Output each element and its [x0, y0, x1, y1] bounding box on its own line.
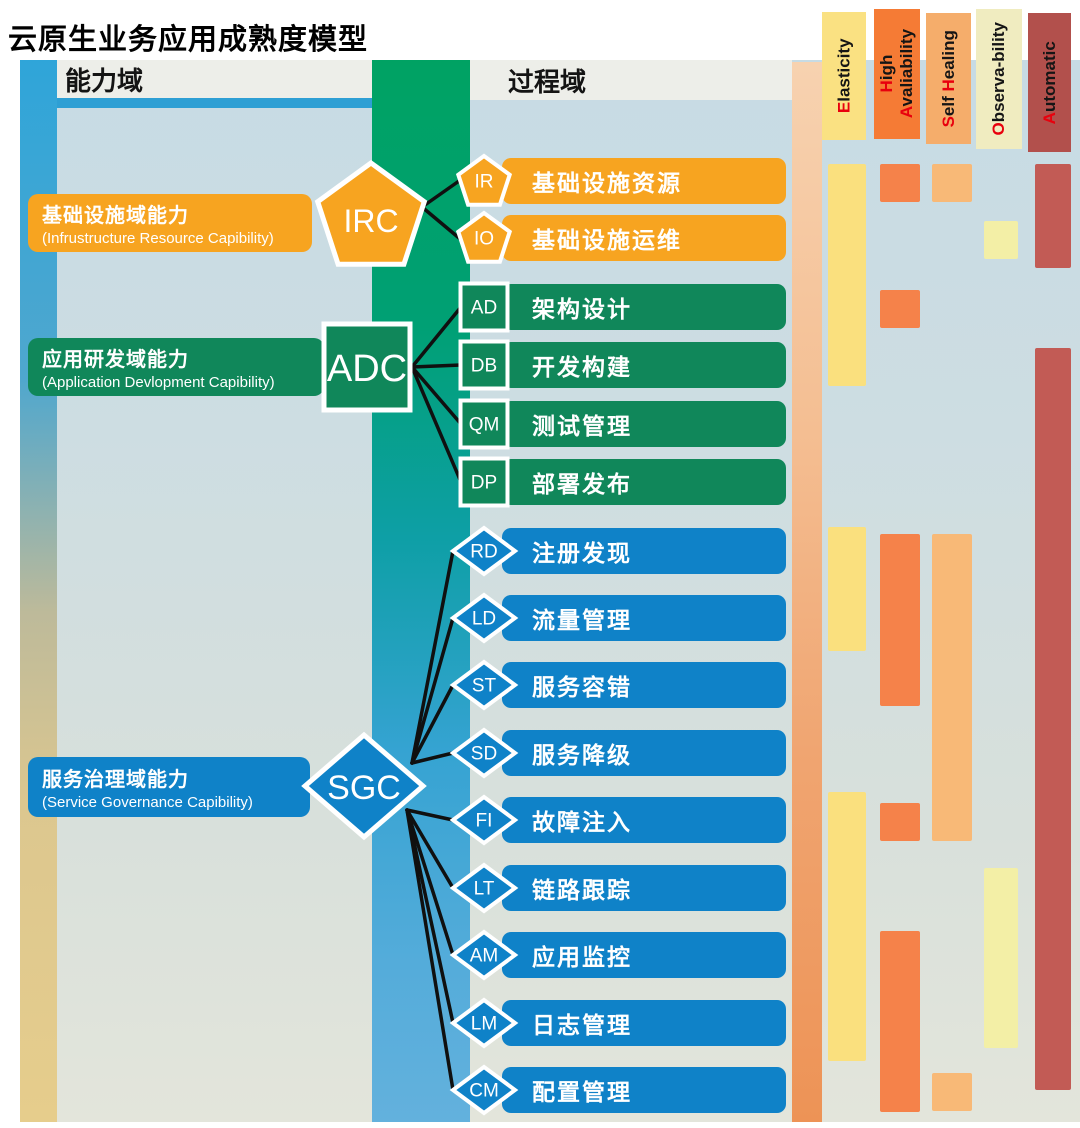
process-domain-header: 过程域 [470, 60, 792, 100]
process-bar-SD: 服务降级 [502, 730, 786, 776]
process-bar-LD: 流量管理 [502, 595, 786, 641]
process-bar-CM: 配置管理 [502, 1067, 786, 1113]
process-bar-DP: 部署发布 [502, 459, 786, 505]
process-label-AD: 架构设计 [532, 296, 632, 322]
process-label-LT: 链路跟踪 [532, 877, 632, 903]
matrix-column-header-observability: Observa-bility [976, 9, 1022, 149]
matrix-cell-high_availability-FI-FI [880, 803, 920, 841]
matrix-column-label-self_healing: Self Healing [938, 29, 958, 128]
process-bar-RD: 注册发现 [502, 528, 786, 574]
matrix-cell-high_availability-AM-CM [880, 931, 920, 1112]
process-bar-IR: 基础设施资源 [502, 158, 786, 204]
process-label-QM: 测试管理 [532, 413, 632, 439]
process-label-CM: 配置管理 [532, 1079, 632, 1105]
capability-subtitle-ADC: (Application Devlopment Capibility) [42, 374, 275, 391]
matrix-column-header-self_healing: Self Healing [926, 13, 971, 144]
capability-header-underline [57, 98, 372, 108]
matrix-cell-self_healing-IR-IR [932, 164, 972, 202]
process-label-AM: 应用监控 [532, 944, 632, 970]
process-bar-ST: 服务容错 [502, 662, 786, 708]
right-gradient-strip [792, 62, 822, 1122]
process-bar-LT: 链路跟踪 [502, 865, 786, 911]
process-label-ST: 服务容错 [532, 674, 632, 700]
process-bar-DB: 开发构建 [502, 342, 786, 388]
capability-name-SGC: 服务治理域能力 [42, 769, 189, 791]
matrix-cell-high_availability-IR-IR [880, 164, 920, 202]
capability-bar-IRC: 基础设施域能力 (Infrustructure Resource Capibili… [28, 194, 312, 252]
process-label-IO: 基础设施运维 [532, 227, 682, 253]
process-bar-QM: 测试管理 [502, 401, 786, 447]
process-bar-AM: 应用监控 [502, 932, 786, 978]
matrix-cell-observability-LT-LM [984, 868, 1018, 1048]
matrix-cell-high_availability-AD-AD [880, 290, 920, 328]
process-bar-FI: 故障注入 [502, 797, 786, 843]
matrix-cell-high_availability-RD-ST [880, 534, 920, 706]
matrix-cell-elasticity-IR-DB [828, 164, 866, 386]
matrix-cell-observability-IO-IO [984, 221, 1018, 259]
process-label-IR: 基础设施资源 [532, 170, 682, 196]
process-bar-LM: 日志管理 [502, 1000, 786, 1046]
process-label-SD: 服务降级 [532, 742, 632, 768]
process-label-RD: 注册发现 [532, 540, 632, 566]
matrix-column-label-elasticity: Elasticity [834, 38, 854, 114]
matrix-cell-automatic-IR-IO [1035, 164, 1071, 268]
process-label-DP: 部署发布 [532, 471, 632, 497]
matrix-column-header-elasticity: Elasticity [822, 12, 866, 140]
capability-subtitle-IRC: (Infrustructure Resource Capibility) [42, 230, 274, 247]
capability-domain-header: 能力域 [57, 60, 372, 98]
process-bar-IO: 基础设施运维 [502, 215, 786, 261]
capability-domain-header-label: 能力域 [65, 65, 144, 96]
matrix-cell-automatic-DB-CM [1035, 348, 1071, 1090]
capability-bar-ADC: 应用研发域能力 (Application Devlopment Capibilit… [28, 338, 324, 396]
capability-name-ADC: 应用研发域能力 [42, 349, 189, 371]
process-label-FI: 故障注入 [532, 809, 632, 835]
matrix-column-label-automatic: Automatic [1039, 40, 1059, 125]
process-label-LD: 流量管理 [532, 607, 632, 633]
page-title: 云原生业务应用成熟度模型 [8, 24, 369, 56]
process-label-DB: 开发构建 [532, 354, 632, 380]
matrix-cell-elasticity-FI-LM [828, 792, 866, 1061]
matrix-column-header-automatic: Automatic [1028, 13, 1071, 152]
matrix-cell-elasticity-RD-LD [828, 527, 866, 651]
process-bar-AD: 架构设计 [502, 284, 786, 330]
capability-name-IRC: 基础设施域能力 [42, 205, 189, 227]
matrix-column-label-observability: Observa-bility [989, 22, 1009, 136]
matrix-column-header-high_availability: High Avaliability [874, 9, 920, 139]
matrix-column-label-high_availability: High Avaliability [877, 29, 917, 119]
process-label-LM: 日志管理 [532, 1012, 632, 1038]
matrix-cell-self_healing-RD-FI [932, 534, 972, 841]
capability-subtitle-SGC: (Service Governance Capibility) [42, 794, 253, 811]
process-domain-header-label: 过程域 [508, 66, 587, 97]
capability-bar-SGC: 服务治理域能力 (Service Governance Capibility) [28, 757, 310, 817]
matrix-cell-self_healing-CM-CM [932, 1073, 972, 1111]
